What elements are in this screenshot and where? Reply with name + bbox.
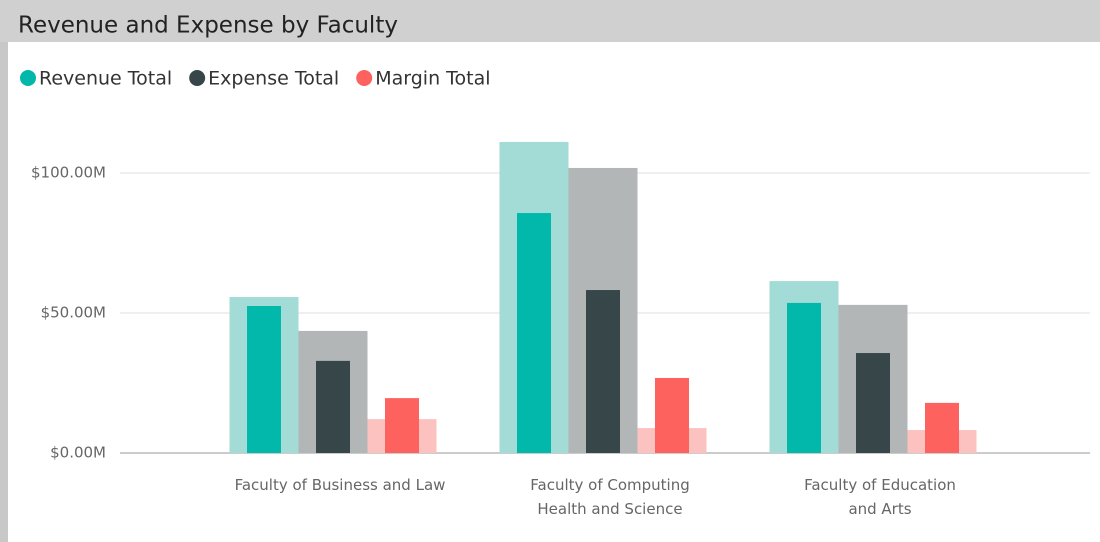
bar [655, 377, 689, 453]
bar [856, 353, 890, 453]
chart-title: Revenue and Expense by Faculty [18, 13, 398, 39]
x-tick-label: Faculty of Computing Health and Science [530, 476, 690, 518]
left-border [0, 0, 8, 542]
x-tick-label-box: Faculty of Education and Arts [804, 476, 956, 518]
x-tick-label-box: Faculty of Business and Law [234, 476, 446, 494]
bar [316, 360, 350, 453]
x-tick-label-box: Faculty of Computing Health and Science [530, 476, 690, 518]
legend-marker [356, 70, 373, 86]
bar [586, 290, 620, 453]
legend-marker [20, 70, 36, 86]
y-tick-label: $0.00M [50, 444, 106, 462]
title-bar [0, 0, 1100, 42]
x-tick-label: Faculty of Education and Arts [804, 476, 956, 518]
bar [385, 398, 419, 453]
legend-marker [189, 70, 206, 86]
legend-label: Expense Total [208, 68, 339, 90]
legend-label: Revenue Total [39, 68, 172, 90]
legend-label: Margin Total [375, 68, 490, 90]
x-tick-label: Faculty of Business and Law [234, 476, 446, 494]
y-tick-label: $50.00M [41, 304, 106, 322]
bar [925, 402, 959, 453]
bar [247, 306, 281, 453]
bar [517, 213, 551, 453]
y-tick-label: $100.00M [31, 164, 106, 182]
bar [787, 302, 821, 453]
